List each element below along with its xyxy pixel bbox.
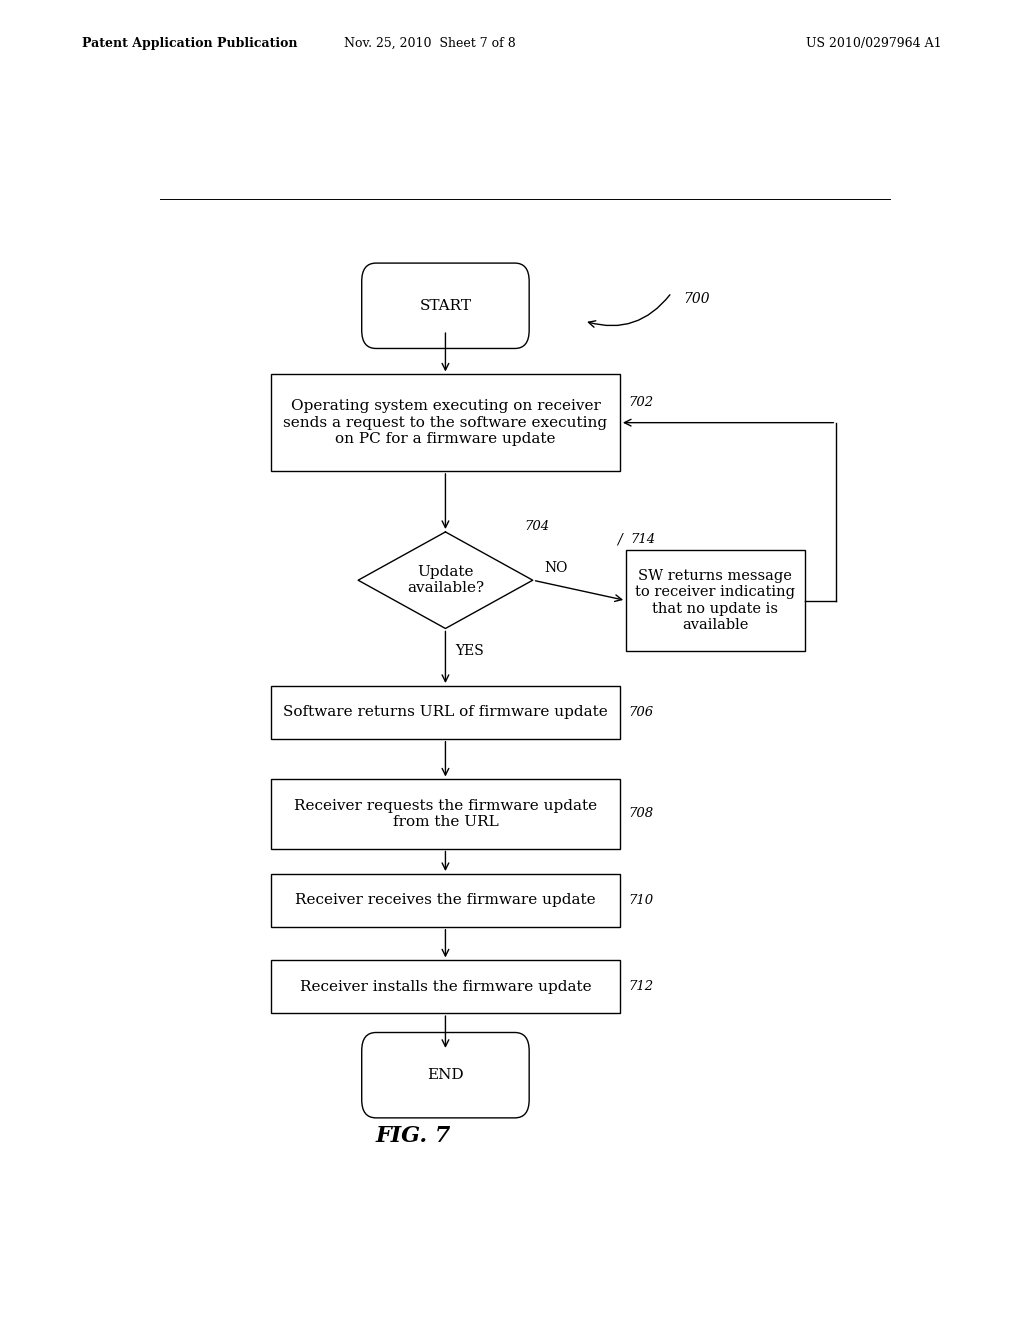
- Text: FIG. 7: FIG. 7: [376, 1125, 452, 1147]
- FancyBboxPatch shape: [270, 961, 620, 1014]
- Text: 702: 702: [628, 396, 653, 409]
- FancyBboxPatch shape: [361, 1032, 529, 1118]
- Text: 714: 714: [630, 533, 655, 546]
- Text: 704: 704: [524, 520, 550, 533]
- Text: NO: NO: [545, 561, 568, 576]
- FancyBboxPatch shape: [270, 779, 620, 849]
- Text: Software returns URL of firmware update: Software returns URL of firmware update: [283, 705, 608, 719]
- FancyBboxPatch shape: [270, 874, 620, 927]
- Text: Update
available?: Update available?: [407, 565, 484, 595]
- Text: START: START: [420, 298, 471, 313]
- FancyBboxPatch shape: [270, 686, 620, 739]
- Text: Receiver installs the firmware update: Receiver installs the firmware update: [300, 979, 591, 994]
- FancyBboxPatch shape: [626, 549, 805, 651]
- Text: END: END: [427, 1068, 464, 1082]
- Text: 708: 708: [628, 808, 653, 821]
- Text: 712: 712: [628, 981, 653, 993]
- Text: Receiver requests the firmware update
from the URL: Receiver requests the firmware update fr…: [294, 799, 597, 829]
- Text: Operating system executing on receiver
sends a request to the software executing: Operating system executing on receiver s…: [284, 400, 607, 446]
- FancyBboxPatch shape: [270, 375, 620, 471]
- Text: YES: YES: [455, 644, 483, 657]
- Text: Nov. 25, 2010  Sheet 7 of 8: Nov. 25, 2010 Sheet 7 of 8: [344, 37, 516, 50]
- Text: /: /: [617, 532, 622, 546]
- Text: 710: 710: [628, 894, 653, 907]
- Text: 706: 706: [628, 706, 653, 719]
- Text: Receiver receives the firmware update: Receiver receives the firmware update: [295, 894, 596, 907]
- Text: Patent Application Publication: Patent Application Publication: [82, 37, 297, 50]
- FancyBboxPatch shape: [361, 263, 529, 348]
- Text: SW returns message
to receiver indicating
that no update is
available: SW returns message to receiver indicatin…: [635, 569, 796, 632]
- Text: 700: 700: [684, 292, 711, 306]
- Text: US 2010/0297964 A1: US 2010/0297964 A1: [807, 37, 942, 50]
- FancyArrowPatch shape: [589, 294, 670, 327]
